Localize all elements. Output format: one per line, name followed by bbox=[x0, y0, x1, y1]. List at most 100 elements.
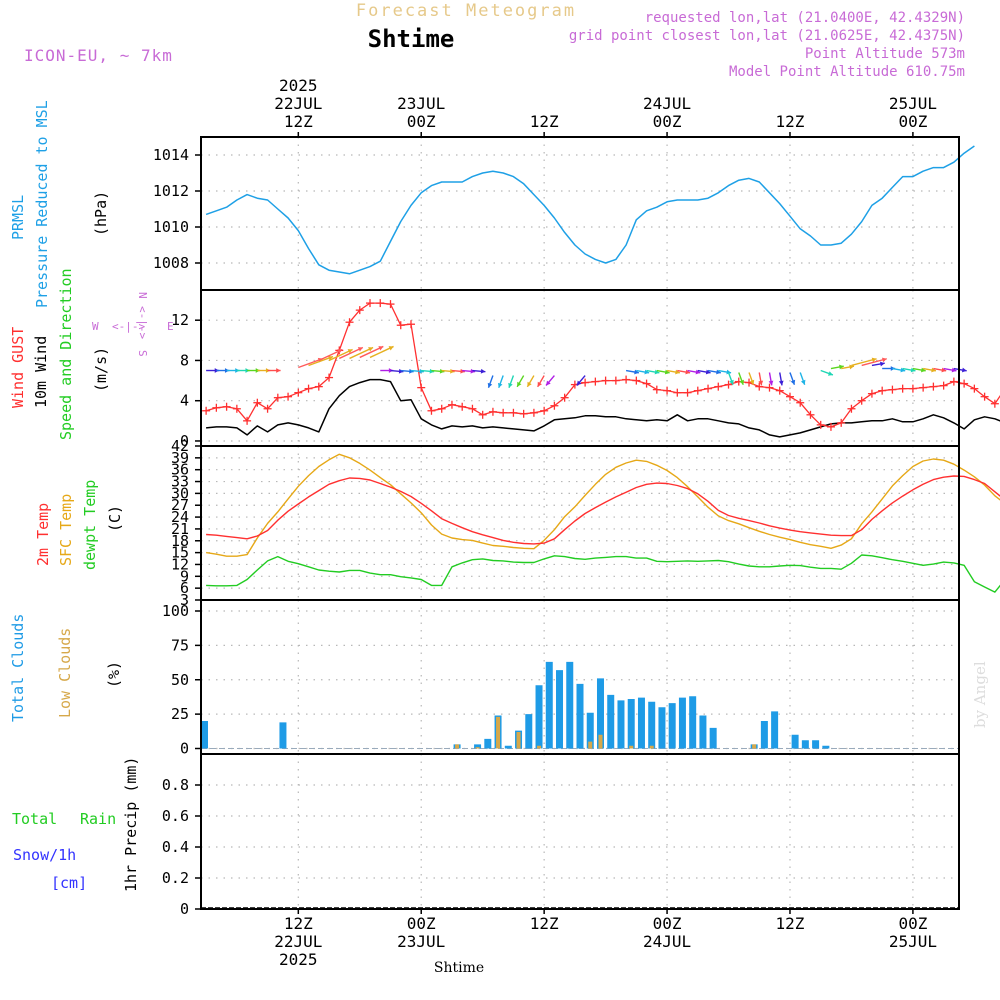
wind-arrow-head bbox=[920, 367, 926, 373]
total-cloud-bar bbox=[545, 661, 553, 749]
wind-arrow-head bbox=[527, 381, 532, 387]
wind-arrow-head bbox=[357, 347, 363, 352]
temp-2m-line bbox=[206, 475, 1000, 545]
time-axis-label: 12Z bbox=[776, 112, 805, 131]
compass-w: W bbox=[92, 320, 99, 333]
wind-arrow-head bbox=[337, 349, 343, 354]
wind-panel-labels: Wind GUST 10m Wind Speed and Direction (… bbox=[9, 268, 174, 440]
time-axis-label: 00Z bbox=[898, 112, 927, 131]
requested-coords: requested lon,lat (21.0400E, 42.4329N) bbox=[645, 10, 965, 26]
total-cloud-bar bbox=[201, 721, 208, 749]
wind-arrow-head bbox=[497, 382, 503, 388]
wind-arrow-head bbox=[419, 368, 424, 374]
low-cloud-bar bbox=[588, 741, 593, 749]
y-tick-label: 39 bbox=[171, 449, 189, 467]
wind-arrow-head bbox=[726, 369, 732, 375]
y-tick-label: 25 bbox=[171, 705, 189, 723]
total-cloud-bar bbox=[689, 696, 697, 749]
panel-frame bbox=[200, 753, 960, 910]
temp-dewpt-label: dewpt Temp bbox=[81, 480, 99, 570]
total-cloud-bar bbox=[699, 715, 707, 749]
grid-point-coords: grid point closest lon,lat (21.0625E, 42… bbox=[569, 28, 965, 44]
total-cloud-bar bbox=[596, 678, 604, 749]
low-cloud-bar bbox=[598, 734, 603, 749]
time-axis-label: 00Z bbox=[653, 914, 682, 933]
time-axis-label: 00Z bbox=[653, 112, 682, 131]
wind-arrow-head bbox=[758, 380, 764, 386]
wind-arrow-head bbox=[634, 369, 639, 375]
pressure-line bbox=[205, 145, 975, 275]
wind-arrow-head bbox=[644, 369, 650, 375]
total-cloud-bar bbox=[801, 740, 809, 749]
temp-2m-label: 2m Temp bbox=[34, 503, 52, 566]
wind-arrow-head bbox=[881, 357, 887, 363]
y-tick-label: 4 bbox=[180, 392, 189, 410]
grid-layer bbox=[201, 137, 959, 910]
wind-arrow-head bbox=[429, 368, 435, 374]
low-cloud-bar bbox=[752, 744, 757, 749]
wind-arrow-head bbox=[729, 379, 734, 385]
wind-arrow-head bbox=[328, 355, 333, 361]
y-tick-label: 0.4 bbox=[162, 838, 189, 856]
total-cloud-bar bbox=[279, 722, 287, 749]
model-label: ICON-EU, ~ 7km bbox=[24, 46, 173, 65]
wind-arrow-head bbox=[537, 381, 542, 387]
sfc-temp-line bbox=[205, 453, 1000, 557]
top-title: Forecast Meteogram bbox=[356, 1, 576, 21]
data-layer bbox=[201, 145, 1000, 909]
snow-label: Snow/1h bbox=[13, 846, 76, 864]
time-axis-label: 12Z bbox=[530, 914, 559, 933]
wind-arrow-head bbox=[849, 364, 855, 370]
y-tick-label: 1010 bbox=[153, 218, 189, 236]
total-cloud-bar bbox=[504, 745, 512, 749]
prmsl-label: PRMSL bbox=[9, 195, 27, 240]
location-title: Shtime bbox=[368, 25, 455, 53]
total-cloud-bar bbox=[556, 670, 564, 749]
wind-arrow-head bbox=[388, 346, 394, 351]
low-clouds-label: Low Clouds bbox=[56, 628, 74, 718]
time-axis-label: 25JUL bbox=[889, 932, 937, 951]
watermark: by Angel bbox=[971, 661, 989, 728]
pressure-msl-label: Pressure Reduced to MSL bbox=[33, 100, 51, 308]
pressure-unit-label: (hPa) bbox=[92, 191, 110, 236]
total-cloud-bar bbox=[658, 707, 666, 749]
total-cloud-bar bbox=[648, 701, 656, 749]
wind-arrow-head bbox=[517, 381, 522, 387]
total-label: Total bbox=[12, 810, 57, 828]
rain-label: Rain bbox=[80, 810, 116, 828]
y-tick-label: 75 bbox=[171, 636, 189, 654]
wind-arrow-head bbox=[508, 382, 513, 388]
wind-10m-label: 10m Wind bbox=[32, 336, 50, 408]
compass-ns-arrows: <-|-> bbox=[136, 306, 149, 339]
total-cloud-bar bbox=[484, 738, 492, 749]
y-tick-label: 0 bbox=[180, 740, 189, 758]
wind-arrow-head bbox=[675, 369, 680, 375]
total-cloud-bar bbox=[771, 711, 779, 749]
y-tick-label: 1014 bbox=[153, 146, 189, 164]
wind-arrow-head bbox=[961, 367, 967, 373]
total-cloud-bar bbox=[678, 697, 686, 749]
y-tick-label: 6 bbox=[180, 579, 189, 597]
wind-arrow-head bbox=[480, 368, 486, 374]
low-cloud-bar bbox=[455, 744, 460, 749]
wind-speed-dir-label: Speed and Direction bbox=[57, 268, 75, 440]
wind-arrow-head bbox=[951, 367, 957, 373]
wind-arrow-head bbox=[695, 369, 701, 375]
wind-arrow-head bbox=[685, 369, 691, 375]
total-cloud-bar bbox=[617, 700, 625, 749]
compass-e: E bbox=[167, 320, 174, 333]
footer-location: Shtime bbox=[434, 960, 484, 976]
y-tick-label: 0.2 bbox=[162, 869, 189, 887]
wind-arrow-head bbox=[910, 367, 916, 373]
y-tick-label: 42 bbox=[171, 437, 189, 455]
low-cloud-bar bbox=[475, 747, 480, 749]
dewpoint-line bbox=[206, 554, 1000, 593]
y-tick-label: 1008 bbox=[153, 254, 189, 272]
time-axis-label: 12Z bbox=[776, 914, 805, 933]
wind-arrow-head bbox=[879, 361, 885, 367]
wind-arrow-head bbox=[705, 369, 711, 375]
total-cloud-bar bbox=[566, 661, 574, 749]
y-tick-label: 0 bbox=[180, 432, 189, 450]
total-cloud-bar bbox=[812, 740, 820, 749]
y-tick-label: 9 bbox=[180, 567, 189, 585]
